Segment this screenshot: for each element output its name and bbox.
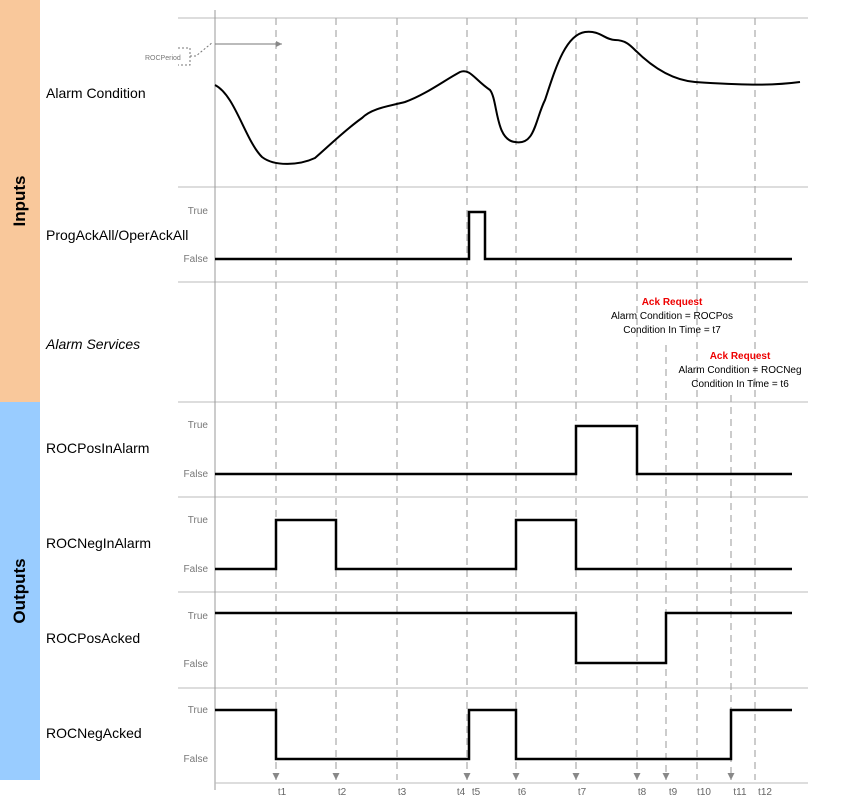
annotation-line: Condition In Time = t7: [623, 325, 721, 336]
time-label: t6: [518, 787, 527, 798]
time-label: t12: [758, 787, 772, 798]
false-label: False: [184, 754, 209, 765]
annotation-title: Ack Request: [642, 297, 703, 308]
row-label: ProgAckAll/OperAckAll: [46, 227, 188, 243]
true-label: True: [188, 420, 209, 431]
annotation-line: Condition In Time = t6: [691, 379, 789, 390]
rocnegacked-wave: [215, 708, 792, 761]
annotation-line: Alarm Condition = ROCNeg: [678, 365, 801, 376]
row-labels: Alarm Condition ProgAckAll/OperAckAll Al…: [45, 85, 188, 741]
true-label: True: [188, 206, 209, 217]
roc-period-bracket: [178, 41, 214, 66]
time-label: t10: [697, 787, 711, 798]
row-label: ROCPosAcked: [46, 630, 140, 646]
false-label: False: [184, 469, 209, 480]
row-label: Alarm Services: [45, 336, 140, 352]
time-label: t3: [398, 787, 407, 798]
row-label: ROCNegInAlarm: [46, 535, 151, 551]
row-label: ROCNegAcked: [46, 725, 142, 741]
annotations: Ack Request Alarm Condition = ROCPos Con…: [611, 297, 802, 390]
time-lines: [272, 18, 756, 780]
time-label: t7: [578, 787, 587, 798]
roc-period-label: ROCPeriod: [145, 55, 181, 62]
time-label: t8: [638, 787, 647, 798]
true-label: True: [188, 611, 209, 622]
group-label: Outputs: [10, 558, 29, 623]
annotation-line: Alarm Condition = ROCPos: [611, 311, 733, 322]
time-label: t4: [457, 787, 466, 798]
inputs-band: [0, 0, 40, 402]
false-label: False: [184, 564, 209, 575]
time-label: t1: [278, 787, 287, 798]
false-label: False: [184, 254, 209, 265]
time-label: t5: [472, 787, 481, 798]
rocposacked-wave: [215, 611, 792, 665]
rocposinalarm-wave: [215, 424, 792, 476]
separators: [178, 10, 808, 790]
true-false-labels: True False True False True False True Fa…: [184, 206, 209, 765]
true-label: True: [188, 515, 209, 526]
progack-wave: [215, 210, 792, 261]
false-label: False: [184, 659, 209, 670]
group-label: Inputs: [10, 176, 29, 227]
time-labels: t1 t2 t3 t4 t5 t6 t7 t8 t9 t10 t11 t12: [278, 787, 773, 798]
time-label: t9: [669, 787, 678, 798]
row-label: ROCPosInAlarm: [46, 440, 149, 456]
rocneginalarm-wave: [215, 518, 792, 571]
true-label: True: [188, 705, 209, 716]
outputs-band: [0, 402, 40, 780]
time-label: t2: [338, 787, 347, 798]
alarm-condition-curve: [214, 30, 801, 165]
time-label: t11: [733, 787, 747, 798]
row-label: Alarm Condition: [46, 85, 146, 101]
annotation-title: Ack Request: [710, 351, 771, 362]
